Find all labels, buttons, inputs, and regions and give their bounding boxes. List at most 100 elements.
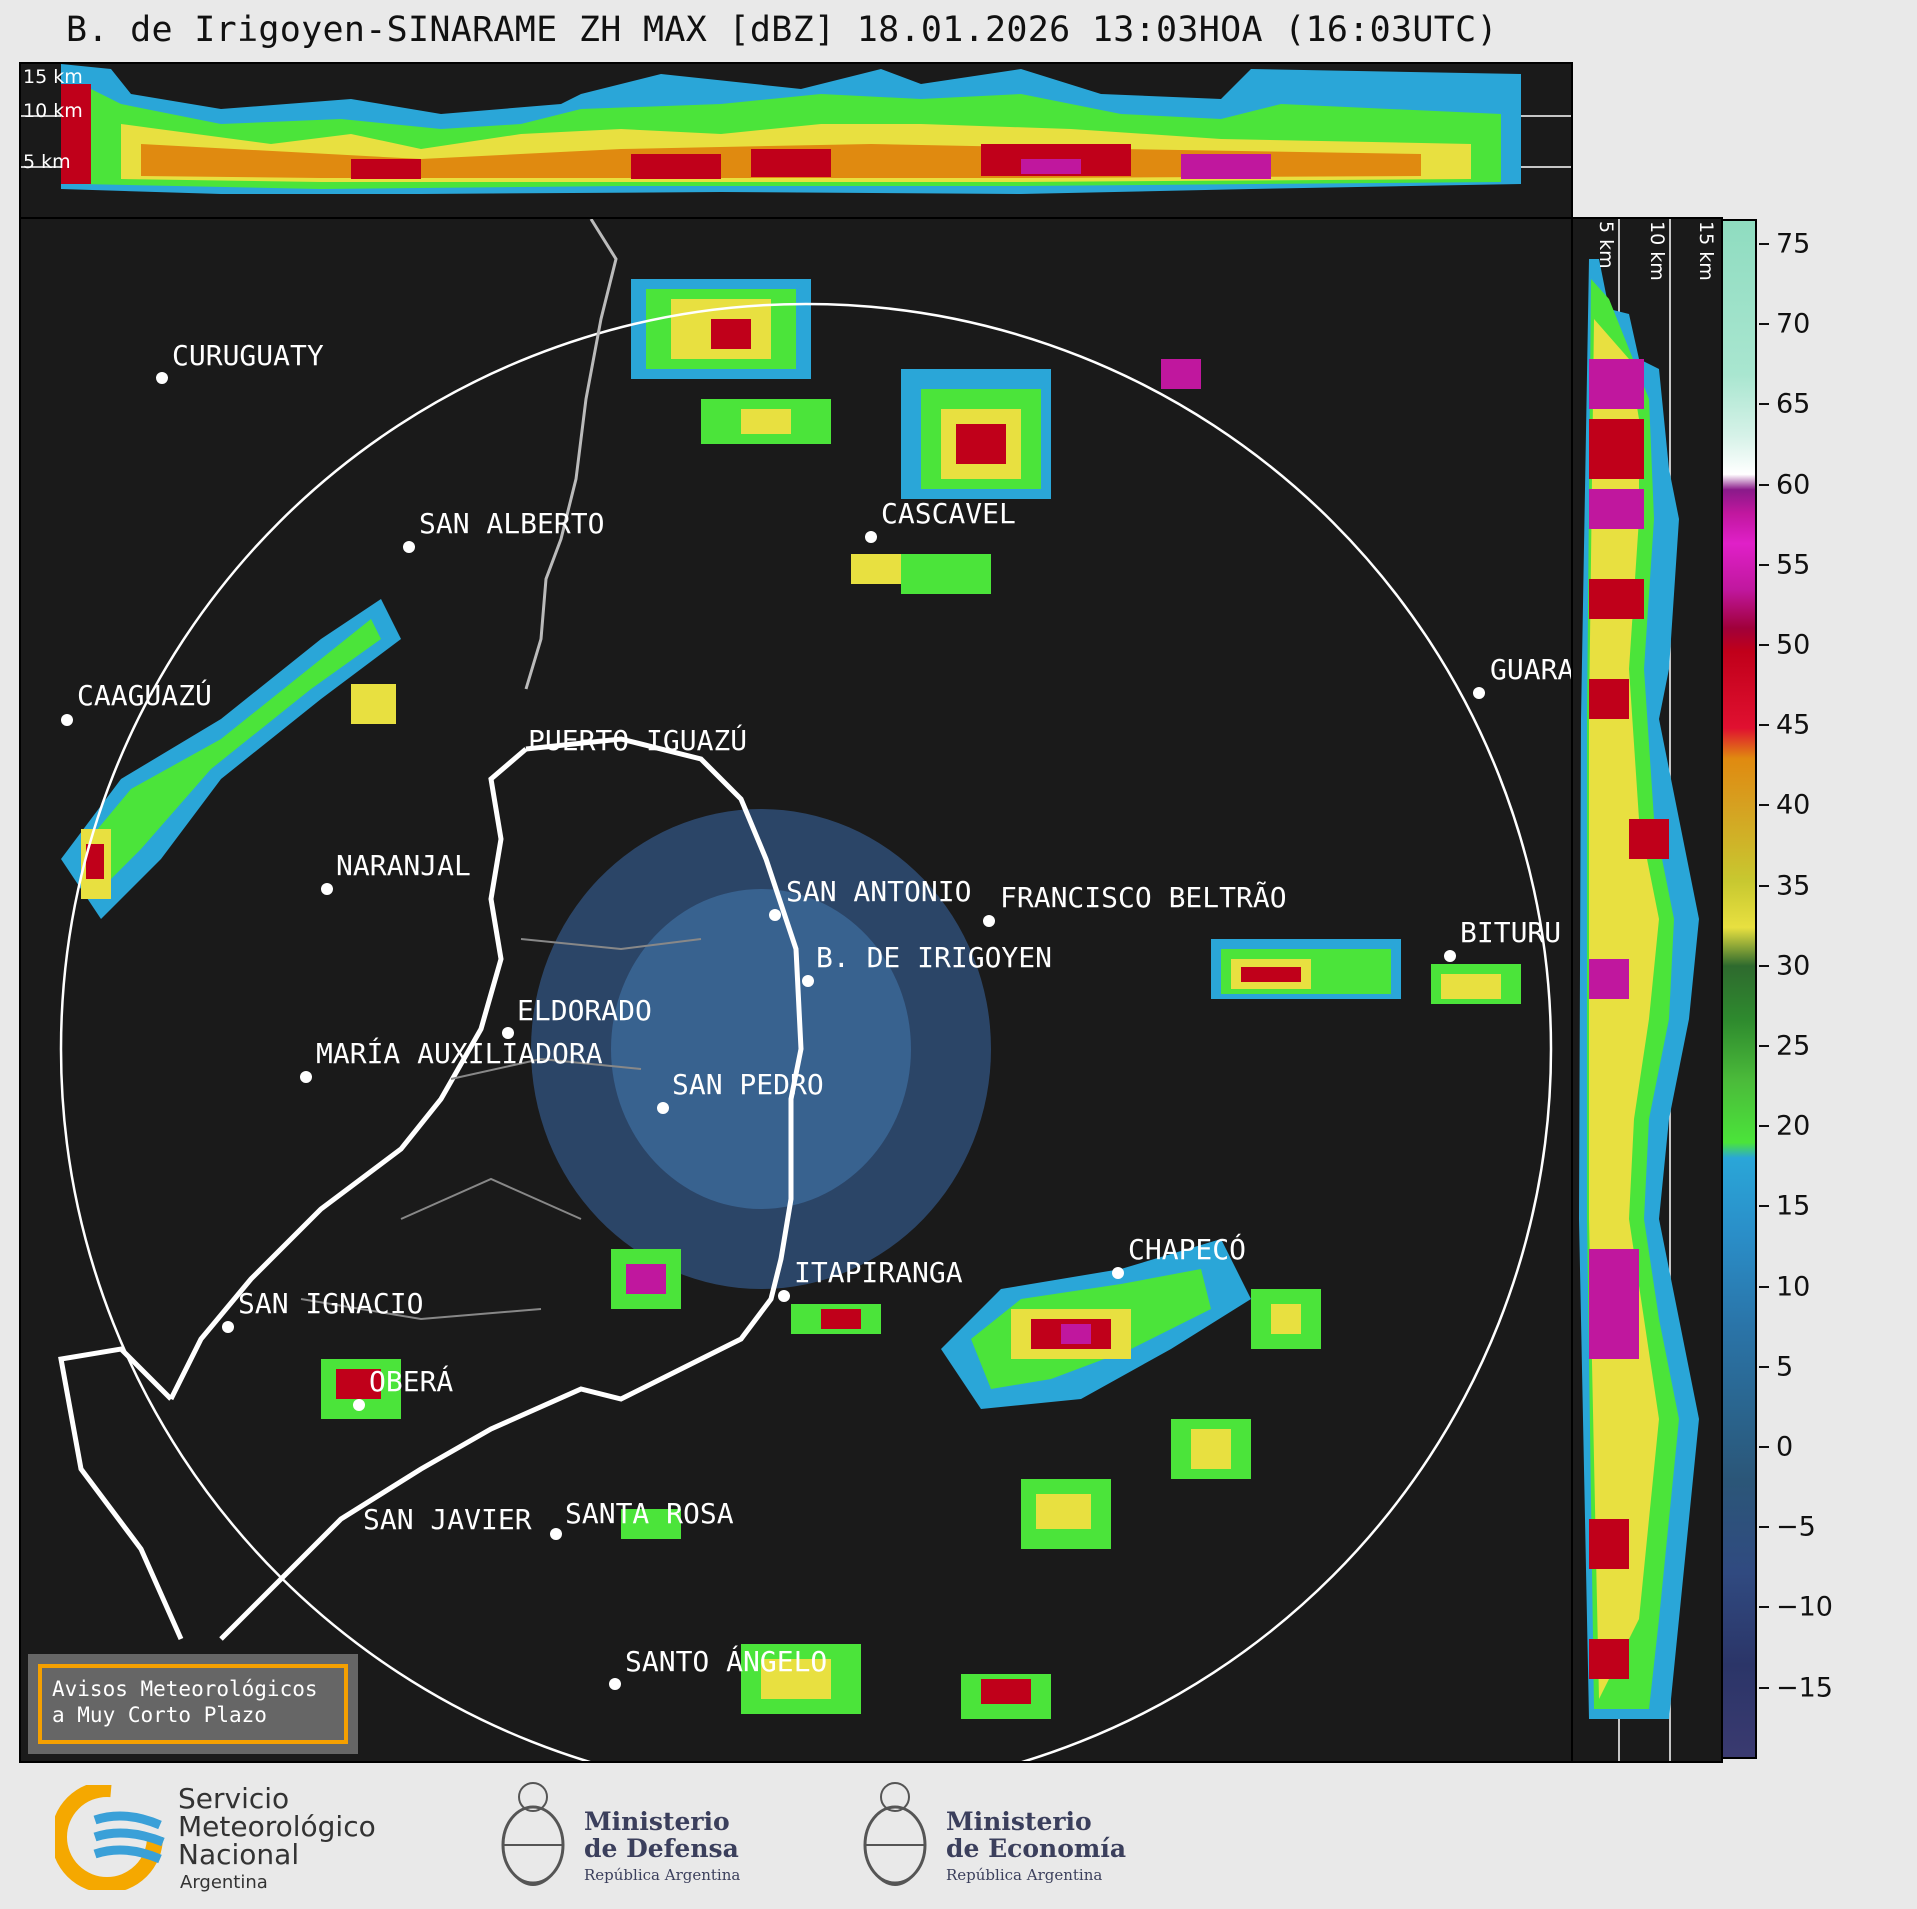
city-dot-bituru: [1444, 950, 1456, 962]
top-cross-section-panel: 15 km 10 km 5 km: [19, 62, 1573, 221]
colorbar-tick-mark: [1759, 1045, 1769, 1047]
city-dot-san-antonio: [769, 909, 781, 921]
ground-clutter-area: [531, 809, 991, 1289]
smn-logo-icon: [55, 1785, 165, 1890]
colorbar-tick-label: 60: [1776, 469, 1811, 501]
border-line-misiones-east: [219, 736, 804, 1641]
city-dot-caaguazu: [61, 714, 73, 726]
city-label-itapiranga: ITAPIRANGA: [794, 1256, 963, 1289]
city-label-guara: GUARA: [1490, 653, 1573, 686]
map-title: B. de Irigoyen-SINARAME ZH MAX [dBZ] 18.…: [66, 10, 1498, 50]
defensa-name: Ministerio de Defensa República Argentin…: [584, 1808, 740, 1889]
top-cross-section-echoes: [21, 64, 1571, 194]
precipitation-cells: [61, 279, 1521, 1719]
province-lines: [300, 938, 702, 1321]
colorbar-tick-label: 75: [1776, 228, 1811, 260]
economia-line-1: Ministerio: [946, 1807, 1092, 1836]
colorbar-tick-label: 45: [1776, 709, 1811, 741]
radar-map-panel: CURUGUATY SAN ALBERTO CAAGUAZÚ CASCAVEL …: [19, 217, 1573, 1763]
city-label-curuguaty: CURUGUATY: [172, 339, 324, 372]
colorbar-tick-mark: [1759, 243, 1769, 245]
colorbar-tick-label: −10: [1776, 1591, 1833, 1623]
coat-of-arms-defensa-icon: [501, 1782, 565, 1886]
city-label-maria-auxiliadora: MARÍA AUXILIADORA: [316, 1037, 603, 1070]
city-label-santa-rosa: SANTA ROSA: [565, 1497, 734, 1530]
city-dot-maria-auxiliadora: [300, 1071, 312, 1083]
border-line-north: [524, 219, 618, 690]
city-dot-chapeco: [1112, 1267, 1124, 1279]
city-label-bituru: BITURU: [1460, 916, 1562, 949]
side-height-label-10km: 10 km: [1646, 221, 1668, 281]
city-label-caaguazu: CAAGUAZÚ: [77, 679, 212, 712]
city-label-eldorado: ELDORADO: [517, 994, 652, 1027]
colorbar-tick-mark: [1759, 1125, 1769, 1128]
city-label-san-pedro: SAN PEDRO: [672, 1068, 824, 1101]
colorbar-tick-mark: [1759, 1686, 1769, 1689]
colorbar-tick-mark: [1759, 724, 1769, 727]
aviso-border: Avisos Meteorológicos a Muy Corto Plazo: [38, 1664, 348, 1744]
city-dot-guara: [1473, 687, 1485, 699]
city-label-san-ignacio: SAN IGNACIO: [238, 1287, 424, 1320]
colorbar-tick-label: 15: [1776, 1190, 1811, 1222]
defensa-line-2: de Defensa: [584, 1834, 739, 1863]
colorbar-tick-mark: [1759, 483, 1769, 486]
colorbar-tick-label: −5: [1776, 1511, 1816, 1543]
city-dot-santo-angelo: [609, 1678, 621, 1690]
economia-line-3: República Argentina: [946, 1866, 1103, 1884]
city-label-naranjal: NARANJAL: [336, 849, 471, 882]
colorbar-tick-mark: [1759, 1205, 1769, 1208]
city-dot-san-ignacio: [222, 1321, 234, 1333]
colorbar-tick-label: 30: [1776, 950, 1811, 982]
top-height-label-5km: 5 km: [23, 151, 71, 173]
colorbar-tick-label: 65: [1776, 388, 1811, 420]
economia-line-2: de Economía: [946, 1834, 1127, 1863]
colorbar-tick-mark: [1759, 323, 1769, 326]
city-dot-itapiranga: [778, 1290, 790, 1302]
city-dot-francisco-beltrao: [983, 915, 995, 927]
border-line-corrientes: [58, 1346, 184, 1641]
colorbar-tick-mark: [1759, 884, 1769, 887]
colorbar-tick-mark: [1759, 403, 1769, 406]
colorbar-tick-label: 0: [1776, 1431, 1794, 1463]
smn-line-4: Argentina: [180, 1872, 268, 1893]
city-dot-san-alberto: [403, 541, 415, 553]
city-dot-santa-rosa: [550, 1528, 562, 1540]
colorbar-tick-mark: [1759, 804, 1769, 807]
defensa-line-1: Ministerio: [584, 1807, 730, 1836]
city-dot-eldorado: [502, 1027, 514, 1039]
colorbar-tick-label: 10: [1776, 1271, 1811, 1303]
dbz-colorbar: [1721, 219, 1757, 1759]
city-label-san-javier: SAN JAVIER: [363, 1503, 532, 1536]
smn-line-3: Nacional: [178, 1838, 300, 1871]
side-height-label-5km: 5 km: [1595, 221, 1617, 269]
city-label-cascavel: CASCAVEL: [881, 497, 1016, 530]
city-label-chapeco: CHAPECÓ: [1128, 1233, 1247, 1266]
city-label-b-de-irigoyen: B. DE IRIGOYEN: [816, 941, 1053, 974]
side-cross-section-echoes: [1579, 219, 1699, 1761]
city-label-san-alberto: SAN ALBERTO: [419, 507, 605, 540]
city-dot-obera: [353, 1399, 365, 1411]
city-dot-cascavel: [865, 531, 877, 543]
aviso-line-2: a Muy Corto Plazo: [52, 1703, 267, 1727]
colorbar-tick-label: −15: [1776, 1672, 1833, 1704]
colorbar-tick-mark: [1759, 644, 1769, 646]
side-height-label-15km: 15 km: [1695, 221, 1717, 281]
colorbar-tick-mark: [1759, 1285, 1769, 1288]
city-dot-curuguaty: [156, 372, 168, 384]
colorbar-tick-label: 35: [1776, 870, 1811, 902]
top-height-label-10km: 10 km: [23, 100, 83, 122]
colorbar-tick-label: 55: [1776, 549, 1811, 581]
aviso-line-1: Avisos Meteorológicos: [52, 1677, 318, 1701]
radar-map-canvas: [58, 219, 1553, 1761]
city-label-san-antonio: SAN ANTONIO: [786, 875, 972, 908]
city-dot-b-de-irigoyen: [802, 975, 814, 987]
colorbar-tick-label: 25: [1776, 1030, 1811, 1062]
colorbar-tick-mark: [1759, 964, 1769, 967]
smn-name: Servicio Meteorológico Nacional Argentin…: [178, 1785, 376, 1897]
colorbar-tick-mark: [1759, 1606, 1769, 1609]
aviso-box: Avisos Meteorológicos a Muy Corto Plazo: [28, 1654, 358, 1754]
city-dot-naranjal: [321, 883, 333, 895]
colorbar-tick-label: 5: [1776, 1351, 1794, 1383]
colorbar-tick-mark: [1759, 563, 1769, 566]
colorbar-tick-label: 50: [1776, 629, 1811, 661]
